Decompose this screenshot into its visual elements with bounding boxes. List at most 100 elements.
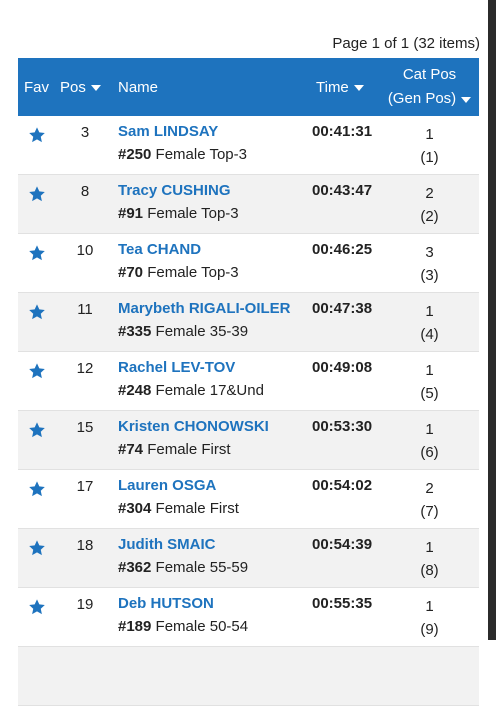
cat-pos: 1 — [425, 126, 434, 143]
position: 19 — [76, 596, 94, 613]
runner-name-link[interactable]: Marybeth RIGALI-OILER — [118, 300, 291, 317]
bib-number: #70 — [118, 264, 144, 281]
table-row: 8 Tracy CUSHING #91 Female Top-3 00:43:4… — [18, 175, 479, 234]
favorite-star-icon[interactable] — [28, 185, 46, 203]
category: Female Top-3 — [155, 146, 247, 163]
category: Female 35-39 — [155, 323, 249, 340]
favorite-star-icon[interactable] — [28, 598, 46, 616]
cat-gen-pos: 2 (7) — [380, 477, 479, 523]
cat-gen-pos: 1 (4) — [380, 300, 479, 346]
favorite-star-icon[interactable] — [28, 126, 46, 144]
favorite-star-icon[interactable] — [28, 480, 46, 498]
bib-number: #362 — [118, 559, 152, 576]
category: Female 50-54 — [155, 618, 249, 635]
gen-pos: (8) — [420, 562, 439, 579]
bib-category: #70 Female Top-3 — [118, 264, 239, 281]
runner-name-link[interactable]: Judith SMAIC — [118, 536, 216, 553]
col-pos-header[interactable]: Pos — [60, 58, 101, 116]
finish-time: 00:47:38 — [312, 300, 373, 317]
runner-name-link[interactable]: Tracy CUSHING — [118, 182, 231, 199]
cat-gen-pos: 3 (3) — [380, 241, 479, 287]
category: Female 55-59 — [155, 559, 249, 576]
finish-time: 00:54:39 — [312, 536, 373, 553]
finish-time: 00:53:30 — [312, 418, 373, 435]
col-time-label: Time — [316, 78, 349, 96]
bib-number: #74 — [118, 441, 144, 458]
cat-gen-pos: 1 (1) — [380, 123, 479, 169]
table-row: 12 Rachel LEV-TOV #248 Female 17&Und 00:… — [18, 352, 479, 411]
table-row: 15 Kristen CHONOWSKI #74 Female First 00… — [18, 411, 479, 470]
table-row: 19 Deb HUTSON #189 Female 50-54 00:55:35… — [18, 588, 479, 647]
bib-number: #248 — [118, 382, 152, 399]
runner-name-link[interactable]: Tea CHAND — [118, 241, 202, 258]
col-genpos-label: (Gen Pos) — [387, 90, 457, 107]
favorite-star-icon[interactable] — [28, 539, 46, 557]
gen-pos: (1) — [420, 149, 439, 166]
col-name-header[interactable]: Name — [118, 58, 158, 116]
sort-caret-icon — [461, 97, 472, 103]
bib-category: #189 Female 50-54 — [118, 618, 248, 635]
runner-name-link[interactable]: Rachel LEV-TOV — [118, 359, 236, 376]
cat-pos: 1 — [425, 539, 434, 556]
cat-gen-pos: 1 (9) — [380, 595, 479, 641]
col-fav-header: Fav — [24, 58, 49, 116]
scrollbar-edge[interactable] — [488, 0, 496, 640]
favorite-star-icon[interactable] — [28, 362, 46, 380]
category: Female Top-3 — [147, 205, 239, 222]
position: 8 — [80, 183, 90, 200]
finish-time: 00:49:08 — [312, 359, 373, 376]
table-row: 10 Tea CHAND #70 Female Top-3 00:46:25 3… — [18, 234, 479, 293]
bib-category: #91 Female Top-3 — [118, 205, 239, 222]
cat-gen-pos: 1 (5) — [380, 359, 479, 405]
bib-number: #335 — [118, 323, 152, 340]
position: 12 — [76, 360, 94, 377]
category: Female 17&Und — [155, 382, 264, 399]
col-catpos-label: Cat Pos — [402, 66, 457, 83]
table-row: 11 Marybeth RIGALI-OILER #335 Female 35-… — [18, 293, 479, 352]
favorite-star-icon[interactable] — [28, 421, 46, 439]
runner-name-link[interactable]: Kristen CHONOWSKI — [118, 418, 269, 435]
bib-category: #304 Female First — [118, 500, 239, 517]
position: 3 — [80, 124, 90, 141]
finish-time: 00:41:31 — [312, 123, 373, 140]
gen-pos: (3) — [420, 267, 439, 284]
cat-gen-pos: 1 (6) — [380, 418, 479, 464]
gen-pos: (5) — [420, 385, 439, 402]
runner-name-link[interactable]: Lauren OSGA — [118, 477, 217, 494]
gen-pos: (7) — [420, 503, 439, 520]
sort-caret-icon — [353, 85, 364, 91]
favorite-star-icon[interactable] — [28, 303, 46, 321]
bib-number: #304 — [118, 500, 152, 517]
table-row-partial — [18, 647, 479, 706]
position: 18 — [76, 537, 94, 554]
col-catpos-header[interactable]: Cat Pos (Gen Pos) — [380, 58, 479, 116]
finish-time: 00:54:02 — [312, 477, 373, 494]
cat-pos: 2 — [425, 480, 434, 497]
position: 17 — [76, 478, 94, 495]
gen-pos: (2) — [420, 208, 439, 225]
col-time-header[interactable]: Time — [316, 58, 364, 116]
table-body: 3 Sam LINDSAY #250 Female Top-3 00:41:31… — [18, 116, 479, 706]
runner-name-link[interactable]: Deb HUTSON — [118, 595, 214, 612]
category: Female First — [147, 441, 231, 458]
cat-pos: 1 — [425, 421, 434, 438]
gen-pos: (6) — [420, 444, 439, 461]
category: Female First — [155, 500, 239, 517]
bib-category: #335 Female 35-39 — [118, 323, 248, 340]
cat-pos: 3 — [425, 244, 434, 261]
table-row: 18 Judith SMAIC #362 Female 55-59 00:54:… — [18, 529, 479, 588]
results-table: Fav Pos Name Time Cat Pos (Gen Pos) 3 Sa… — [18, 58, 479, 706]
cat-pos: 2 — [425, 185, 434, 202]
bib-category: #74 Female First — [118, 441, 231, 458]
favorite-star-icon[interactable] — [28, 244, 46, 262]
finish-time: 00:55:35 — [312, 595, 373, 612]
sort-caret-icon — [90, 85, 101, 91]
runner-name-link[interactable]: Sam LINDSAY — [118, 123, 219, 140]
bib-category: #248 Female 17&Und — [118, 382, 264, 399]
cat-pos: 1 — [425, 362, 434, 379]
bib-number: #250 — [118, 146, 152, 163]
bib-number: #91 — [118, 205, 144, 222]
table-header: Fav Pos Name Time Cat Pos (Gen Pos) — [18, 58, 479, 116]
category: Female Top-3 — [147, 264, 239, 281]
bib-number: #189 — [118, 618, 152, 635]
